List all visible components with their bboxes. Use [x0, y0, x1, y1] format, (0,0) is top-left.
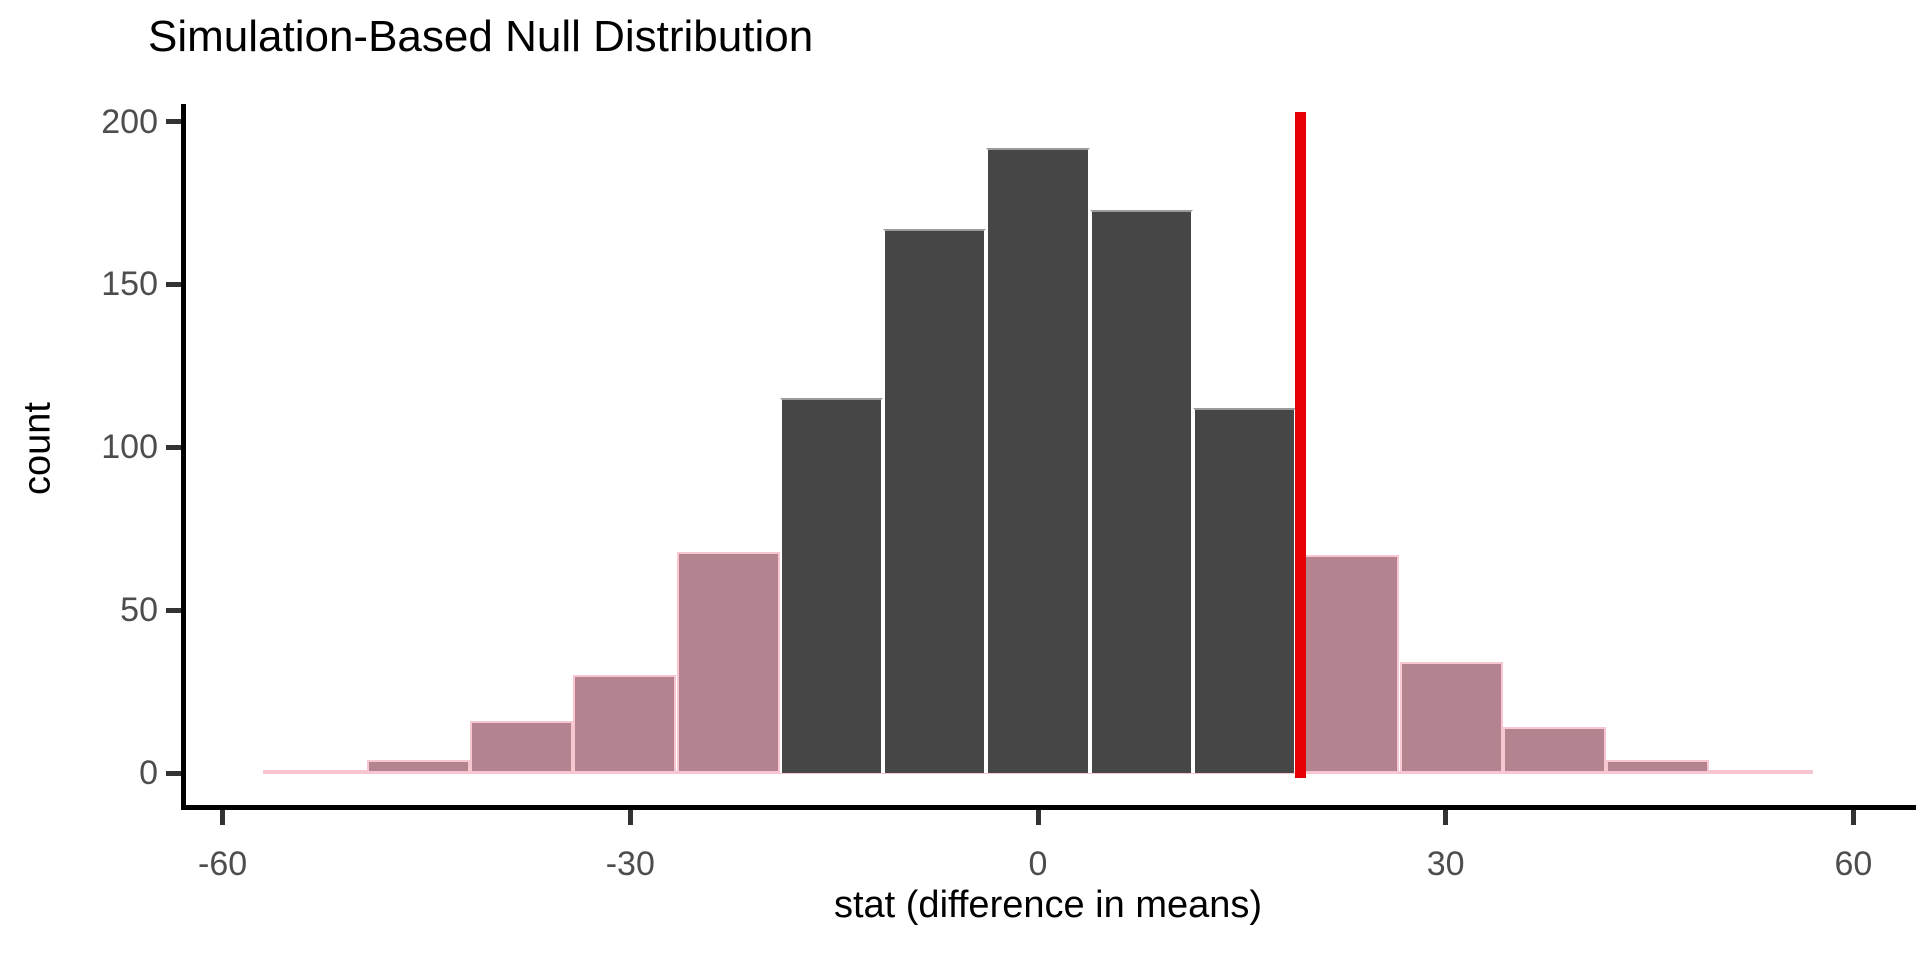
y-tick-mark: [166, 281, 181, 287]
histogram-bar: [779, 398, 884, 773]
x-tick-label: 0: [1028, 845, 1048, 883]
y-tick-label: 200: [101, 102, 158, 141]
x-tick-label: 30: [1426, 845, 1465, 883]
histogram-bar: [1296, 554, 1400, 773]
y-tick-mark: [166, 119, 181, 125]
chart-title: Simulation-Based Null Distribution: [148, 12, 814, 61]
histogram-bar: [1192, 408, 1297, 773]
histogram-bar: [366, 760, 470, 773]
x-tick-label: 60: [1834, 845, 1873, 883]
histogram-bar: [263, 769, 367, 774]
histogram-bar: [1502, 727, 1607, 773]
x-tick-label: -30: [605, 845, 655, 883]
x-axis-title: stat (difference in means): [833, 884, 1263, 926]
y-axis-line: [181, 104, 186, 810]
histogram-bar: [1709, 769, 1813, 774]
y-tick-label: 50: [120, 591, 158, 630]
x-tick-mark: [1035, 810, 1041, 825]
histogram-bar: [986, 147, 1090, 773]
y-tick-label: 0: [139, 754, 158, 792]
histogram-bar: [469, 720, 574, 773]
y-tick-mark: [166, 444, 181, 450]
histogram-bar: [1089, 209, 1193, 773]
x-tick-mark: [627, 810, 633, 825]
histogram-bar: [573, 675, 677, 773]
y-tick-mark: [166, 607, 181, 613]
x-tick-label: -60: [198, 845, 248, 883]
x-tick-mark: [1443, 810, 1449, 825]
histogram-bar: [1606, 760, 1710, 773]
observed-stat-line: [1294, 112, 1306, 778]
x-axis-line: [181, 805, 1916, 810]
y-tick-label: 100: [101, 428, 158, 467]
x-tick-mark: [1850, 810, 1856, 825]
y-tick-label: 150: [101, 265, 158, 304]
histogram-bar: [883, 229, 987, 773]
x-tick-mark: [220, 810, 226, 825]
histogram-bar: [676, 551, 780, 773]
histogram-bar: [1399, 662, 1503, 773]
y-tick-mark: [166, 770, 181, 776]
